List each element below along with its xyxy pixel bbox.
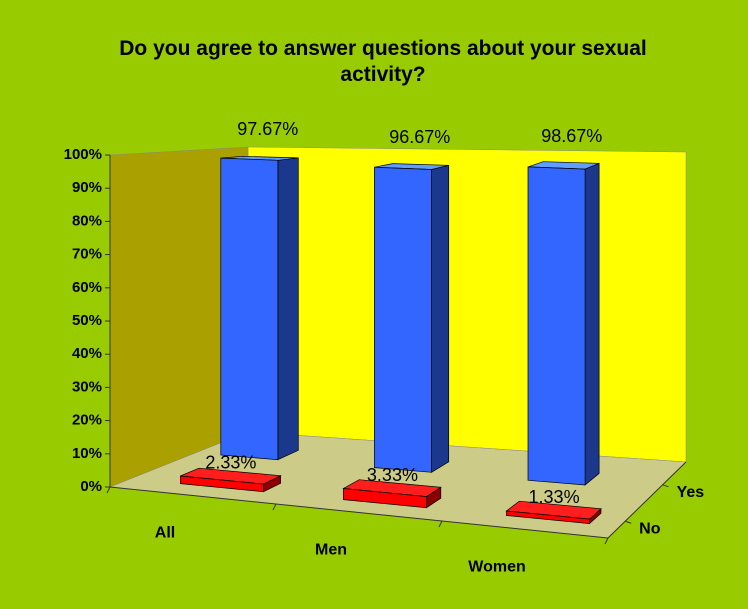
x-tick (272, 503, 277, 511)
chart-title: Do you agree to answer questions about y… (119, 37, 647, 86)
series-label: Yes (677, 484, 705, 501)
depth-tick (662, 484, 669, 488)
y-tick-label: 0% (80, 478, 102, 495)
y-tick-label: 60% (72, 279, 102, 296)
bar-side (584, 162, 600, 486)
value-label: 96.67% (389, 127, 450, 147)
x-tick-label: All (155, 525, 175, 542)
x-tick-label: Men (315, 542, 347, 559)
bar (343, 488, 427, 509)
y-tick-label: 100% (64, 146, 102, 163)
y-tick-label: 70% (72, 246, 102, 263)
value-label: 1.33% (529, 487, 580, 507)
x-tick (106, 486, 111, 494)
x-tick-label: Women (468, 559, 525, 576)
value-label: 2.33% (205, 453, 256, 473)
value-label: 97.67% (237, 119, 298, 139)
value-label: 3.33% (367, 465, 418, 485)
y-tick-label: 20% (72, 412, 102, 429)
y-tick-label: 40% (72, 345, 102, 362)
bar (506, 510, 590, 524)
y-tick-label: 30% (72, 378, 102, 395)
bar (180, 475, 264, 493)
bar-side (277, 157, 299, 461)
depth-tick (625, 520, 632, 524)
x-tick (438, 520, 443, 528)
bar-side (431, 164, 450, 473)
back-wall (247, 146, 687, 463)
x-tick (604, 537, 609, 545)
y-tick-label: 90% (72, 179, 102, 196)
x-axis (109, 486, 609, 539)
bar (374, 166, 432, 473)
y-tick-label: 50% (72, 312, 102, 329)
y-tick-label: 80% (72, 212, 102, 229)
value-label: 98.67% (541, 126, 602, 146)
depth-axis (607, 461, 687, 539)
bar (527, 166, 586, 486)
series-label: No (639, 520, 661, 537)
bar (220, 157, 279, 461)
y-tick-label: 10% (72, 445, 102, 462)
